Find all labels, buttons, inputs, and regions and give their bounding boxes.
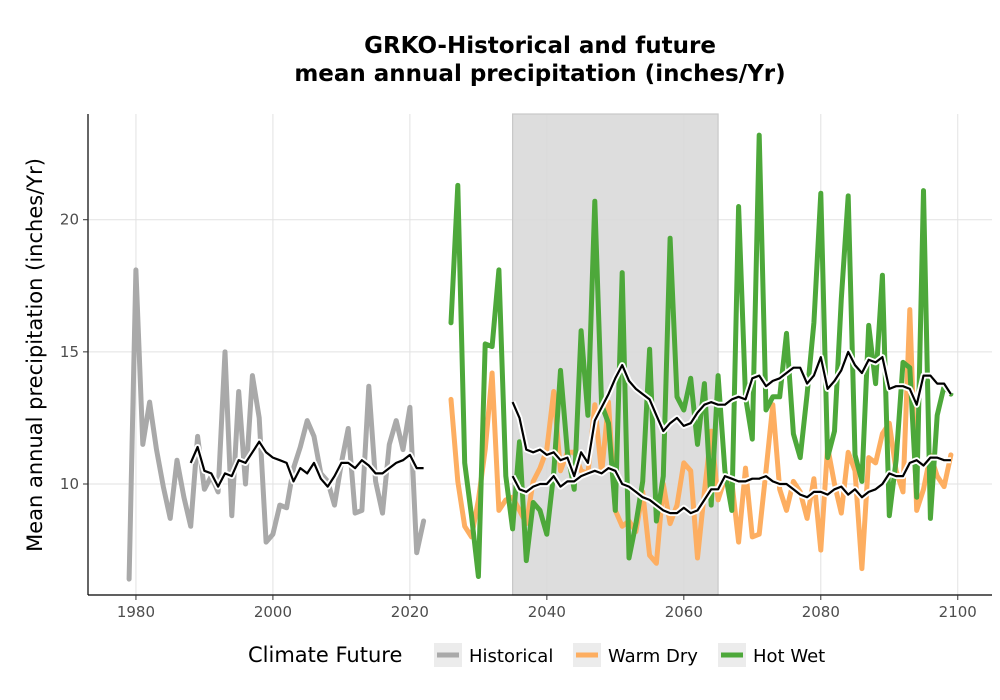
y-tick-label: 20 — [60, 211, 79, 229]
series-lines — [126, 132, 954, 582]
x-tick-label: 2060 — [665, 603, 703, 621]
smoothed-lines — [187, 348, 954, 517]
axes — [83, 114, 992, 600]
smoothed-line-hot-wet — [511, 350, 952, 478]
tick-labels: 1980 2000 2020 2040 2060 2080 2100 10 15 20 — [60, 211, 977, 621]
title-line-1: GRKO-Historical and future — [364, 33, 716, 59]
y-tick-label: 10 — [60, 475, 79, 493]
series-line-historical — [126, 267, 427, 582]
series-line-warm-dry — [448, 307, 954, 572]
x-tick-label: 2100 — [939, 603, 977, 621]
legend-label-historical: Historical — [469, 646, 553, 667]
title-line-2: mean annual precipitation (inches/Yr) — [294, 61, 785, 87]
smoothed-line-historical — [189, 440, 424, 488]
legend-label-hot-wet: Hot Wet — [753, 646, 825, 667]
legend-title: Climate Future — [248, 643, 402, 667]
y-tick-label: 15 — [60, 343, 79, 361]
legend-label-warm-dry: Warm Dry — [608, 646, 698, 667]
y-axis-title: Mean annual precipitation (inches/Yr) — [23, 158, 47, 552]
chart-title: GRKO-Historical and future mean annual p… — [294, 33, 785, 87]
smoothed-line-warm-dry — [511, 456, 951, 515]
x-tick-label: 2080 — [802, 603, 840, 621]
legend: Climate Future Historical Warm Dry Hot Wet — [248, 643, 825, 667]
x-tick-label: 1980 — [117, 603, 155, 621]
x-tick-label: 2040 — [528, 603, 566, 621]
x-tick-label: 2020 — [391, 603, 429, 621]
x-tick-label: 2000 — [254, 603, 292, 621]
series-line-hot-wet — [448, 132, 954, 579]
